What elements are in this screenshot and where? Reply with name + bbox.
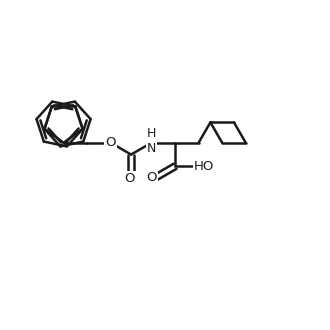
Text: O: O [146,171,157,184]
Text: O: O [105,136,116,149]
Text: H
N: H N [147,127,156,155]
Text: HO: HO [194,160,214,173]
Text: O: O [124,172,135,184]
